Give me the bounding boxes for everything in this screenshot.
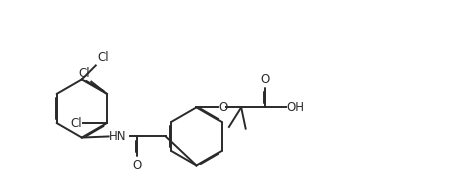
Text: OH: OH	[286, 101, 304, 114]
Text: Cl: Cl	[71, 117, 82, 129]
Text: O: O	[218, 101, 227, 114]
Text: O: O	[259, 73, 269, 86]
Text: O: O	[132, 159, 141, 172]
Text: HN: HN	[109, 130, 126, 143]
Text: Cl: Cl	[78, 67, 90, 80]
Text: Cl: Cl	[97, 51, 108, 64]
